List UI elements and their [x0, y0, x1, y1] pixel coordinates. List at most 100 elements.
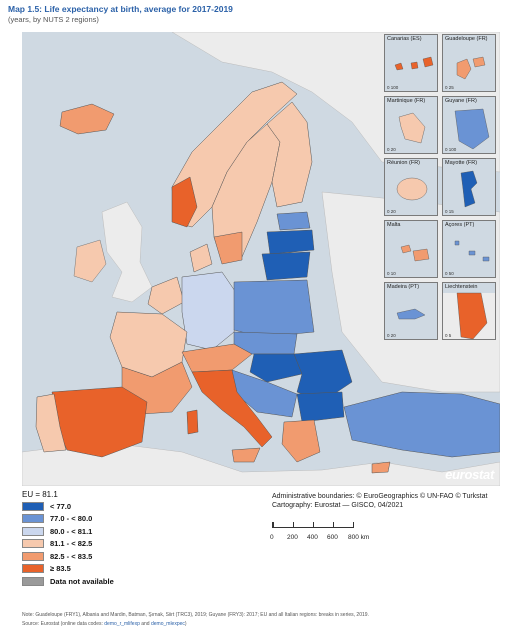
legend-label: ≥ 83.5	[50, 564, 71, 574]
inset-malta: Malta 0 10	[384, 220, 438, 278]
map-title: Map 1.5: Life expectancy at birth, avera…	[8, 4, 233, 14]
acores-map	[454, 240, 490, 262]
guyane-map	[454, 108, 490, 150]
legend-label: Data not available	[50, 576, 114, 586]
denmark-region	[189, 243, 213, 273]
legend-swatch	[22, 526, 44, 536]
scale-label: 800 km	[348, 534, 370, 541]
map-frame: Canarias (ES) 0 100 Guadeloupe (FR) 0 25…	[22, 32, 500, 486]
sardinia-region	[186, 409, 199, 435]
martinique-map	[398, 112, 426, 144]
map-legend: EU = 81.1 < 77.0 77.0 - < 80.0 80.0 - < 81…	[22, 490, 282, 588]
scale-label: 0	[270, 534, 274, 541]
source-prefix: Source: Eurostat (online data codes:	[22, 621, 105, 627]
cyprus-region	[371, 461, 391, 474]
germany-regions	[181, 271, 238, 351]
greece-regions	[281, 419, 321, 463]
legend-label: 77.0 - < 80.0	[50, 514, 93, 524]
mayotte-map	[460, 170, 478, 208]
inset-scale: 0 100	[387, 85, 399, 90]
inset-mayotte: Mayotte (FR) 0 15	[442, 158, 496, 216]
inset-scale: 0 25	[445, 85, 454, 90]
inset-madeira: Madeira (PT) 0 20	[384, 282, 438, 340]
norway-regions	[171, 81, 298, 228]
inset-scale: 0 5	[445, 333, 452, 338]
inset-scale: 0 10	[387, 271, 396, 276]
source-suffix: )	[184, 621, 187, 627]
inset-scale: 0 50	[445, 271, 454, 276]
map-source: Source: Eurostat (online data codes: dem…	[22, 621, 187, 627]
scale-tick	[273, 522, 274, 527]
inset-name: Guyane (FR)	[445, 98, 477, 104]
credits-cartography: Cartography: Eurostat — GISCO, 04/2021	[272, 502, 404, 509]
eurostat-logo: eurostat	[445, 467, 494, 482]
madeira-map	[396, 308, 426, 320]
inset-guyane: Guyane (FR) 0 100	[442, 96, 496, 154]
legend-item: 80.0 - < 81.1	[22, 525, 282, 538]
lithuania-region	[261, 251, 311, 281]
legend-label: < 77.0	[50, 501, 72, 511]
legend-label: 80.0 - < 81.1	[50, 526, 93, 536]
inset-scale: 0 15	[445, 209, 454, 214]
logo-text: eurostat	[445, 467, 494, 482]
inset-liechtenstein: Liechtenstein 0 5	[442, 282, 496, 340]
inset-canarias: Canarias (ES) 0 100	[384, 34, 438, 92]
map-credits: Administrative boundaries: © EuroGeograp…	[272, 492, 487, 510]
legend-label: 81.1 - < 82.5	[50, 539, 93, 549]
legend-rows: < 77.0 77.0 - < 80.0 80.0 - < 81.1 81.1 - <…	[22, 500, 282, 588]
scale-tick	[313, 522, 314, 527]
source-and: and	[139, 621, 151, 627]
legend-label: 82.5 - < 83.5	[50, 551, 93, 561]
inset-reunion: Réunion (FR) 0 20	[384, 158, 438, 216]
legend-item: < 77.0	[22, 500, 282, 513]
inset-name: Mayotte (FR)	[445, 160, 478, 166]
reunion-map	[396, 177, 428, 201]
inset-name: Réunion (FR)	[387, 160, 421, 166]
scale-label: 400	[307, 534, 318, 541]
map-title-label: Map 1.5:	[8, 4, 43, 14]
legend-swatch	[22, 576, 44, 586]
inset-name: Madeira (PT)	[387, 284, 420, 290]
inset-name: Liechtenstein	[445, 284, 478, 290]
inset-name: Martinique (FR)	[387, 98, 426, 104]
map-note: Note: Guadeloupe (FRY1), Albania and Mar…	[22, 612, 369, 618]
non-eu-land-ireland	[73, 239, 107, 283]
scale-bar	[272, 522, 354, 528]
legend-item: 77.0 - < 80.0	[22, 513, 282, 526]
map-title-text: Life expectancy at birth, average for 20…	[44, 4, 233, 14]
hungary-regions	[249, 353, 303, 383]
portugal-regions	[35, 393, 67, 453]
estonia-region	[276, 211, 311, 231]
legend-item: ≥ 83.5	[22, 563, 282, 576]
guadeloupe-map	[456, 56, 486, 80]
legend-swatch	[22, 539, 44, 549]
bulgaria-regions	[296, 391, 345, 423]
scale-tick	[353, 522, 354, 527]
legend-eu-value: EU = 81.1	[22, 490, 58, 499]
legend-swatch	[22, 501, 44, 511]
inset-name: Guadeloupe (FR)	[445, 36, 488, 42]
non-eu-land-uk	[101, 201, 153, 303]
finland-regions	[266, 101, 313, 208]
canarias-map	[394, 56, 434, 71]
scale-label: 200	[287, 534, 298, 541]
inset-martinique: Martinique (FR) 0 20	[384, 96, 438, 154]
source-link-1[interactable]: demo_r_mlifexp	[104, 621, 140, 627]
inset-scale: 0 100	[445, 147, 457, 152]
credits-boundaries: Administrative boundaries: © EuroGeograp…	[272, 493, 488, 500]
map-subtitle: (years, by NUTS 2 regions)	[8, 15, 99, 24]
liechtenstein-map	[443, 292, 495, 339]
inset-guadeloupe: Guadeloupe (FR) 0 25	[442, 34, 496, 92]
legend-item: 82.5 - < 83.5	[22, 550, 282, 563]
legend-swatch	[22, 514, 44, 524]
source-link-2[interactable]: demo_mlexpec	[150, 621, 185, 627]
legend-swatch	[22, 564, 44, 574]
inset-name: Açores (PT)	[445, 222, 475, 228]
non-eu-land-africa	[22, 441, 500, 486]
malta-map	[400, 244, 430, 262]
italy-regions	[191, 369, 273, 448]
inset-acores: Açores (PT) 0 50	[442, 220, 496, 278]
norway-west-region	[171, 176, 198, 228]
iceland-region	[59, 103, 115, 135]
scale-tick	[333, 522, 334, 527]
